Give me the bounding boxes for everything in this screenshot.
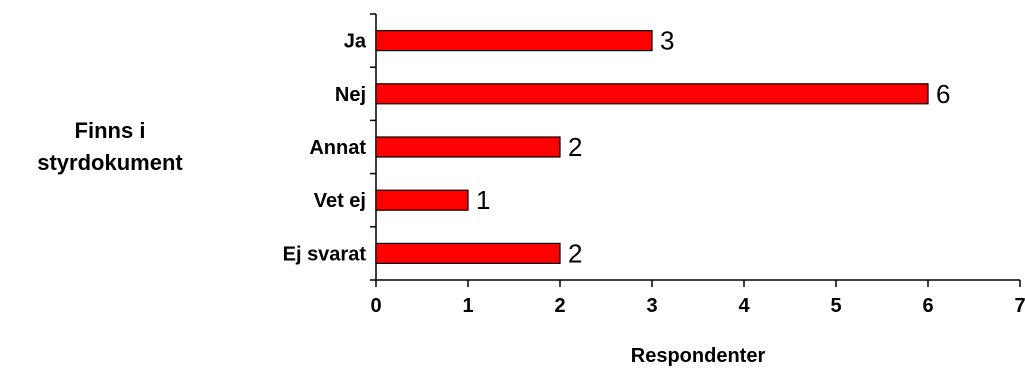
bar [375, 242, 561, 264]
x-tick-label: 0 [370, 295, 381, 317]
bar [375, 189, 469, 211]
x-tick-label: 2 [554, 295, 565, 317]
category-label: Annat [309, 137, 366, 159]
y-axis-title-line-1: Finns i [75, 118, 146, 143]
bar [375, 30, 653, 52]
category-label: Vet ej [314, 190, 366, 212]
bar [375, 136, 561, 158]
x-tick-label: 5 [830, 295, 841, 317]
category-label: Ja [344, 31, 367, 53]
y-axis-title-line-2: styrdokument [37, 150, 183, 175]
x-axis-title: Respondenter [631, 345, 766, 367]
bar [375, 83, 929, 105]
data-label: 3 [660, 26, 674, 56]
x-tick-label: 3 [646, 295, 657, 317]
data-label: 1 [476, 185, 490, 215]
data-label: 6 [936, 79, 950, 109]
x-tick-label: 1 [462, 295, 473, 317]
x-tick-label: 6 [922, 295, 933, 317]
x-tick-label: 7 [1014, 295, 1025, 317]
category-label: Ej svarat [283, 243, 367, 265]
category-label: Nej [335, 84, 366, 106]
plot-area: 0 1 2 3 4 5 6 7 Ja 3 Nej 6 Annat 2 Vet ej 1 Ej svarat 2 [283, 13, 1025, 317]
data-label: 2 [568, 132, 582, 162]
x-tick-label: 4 [738, 295, 750, 317]
data-label: 2 [568, 238, 582, 268]
